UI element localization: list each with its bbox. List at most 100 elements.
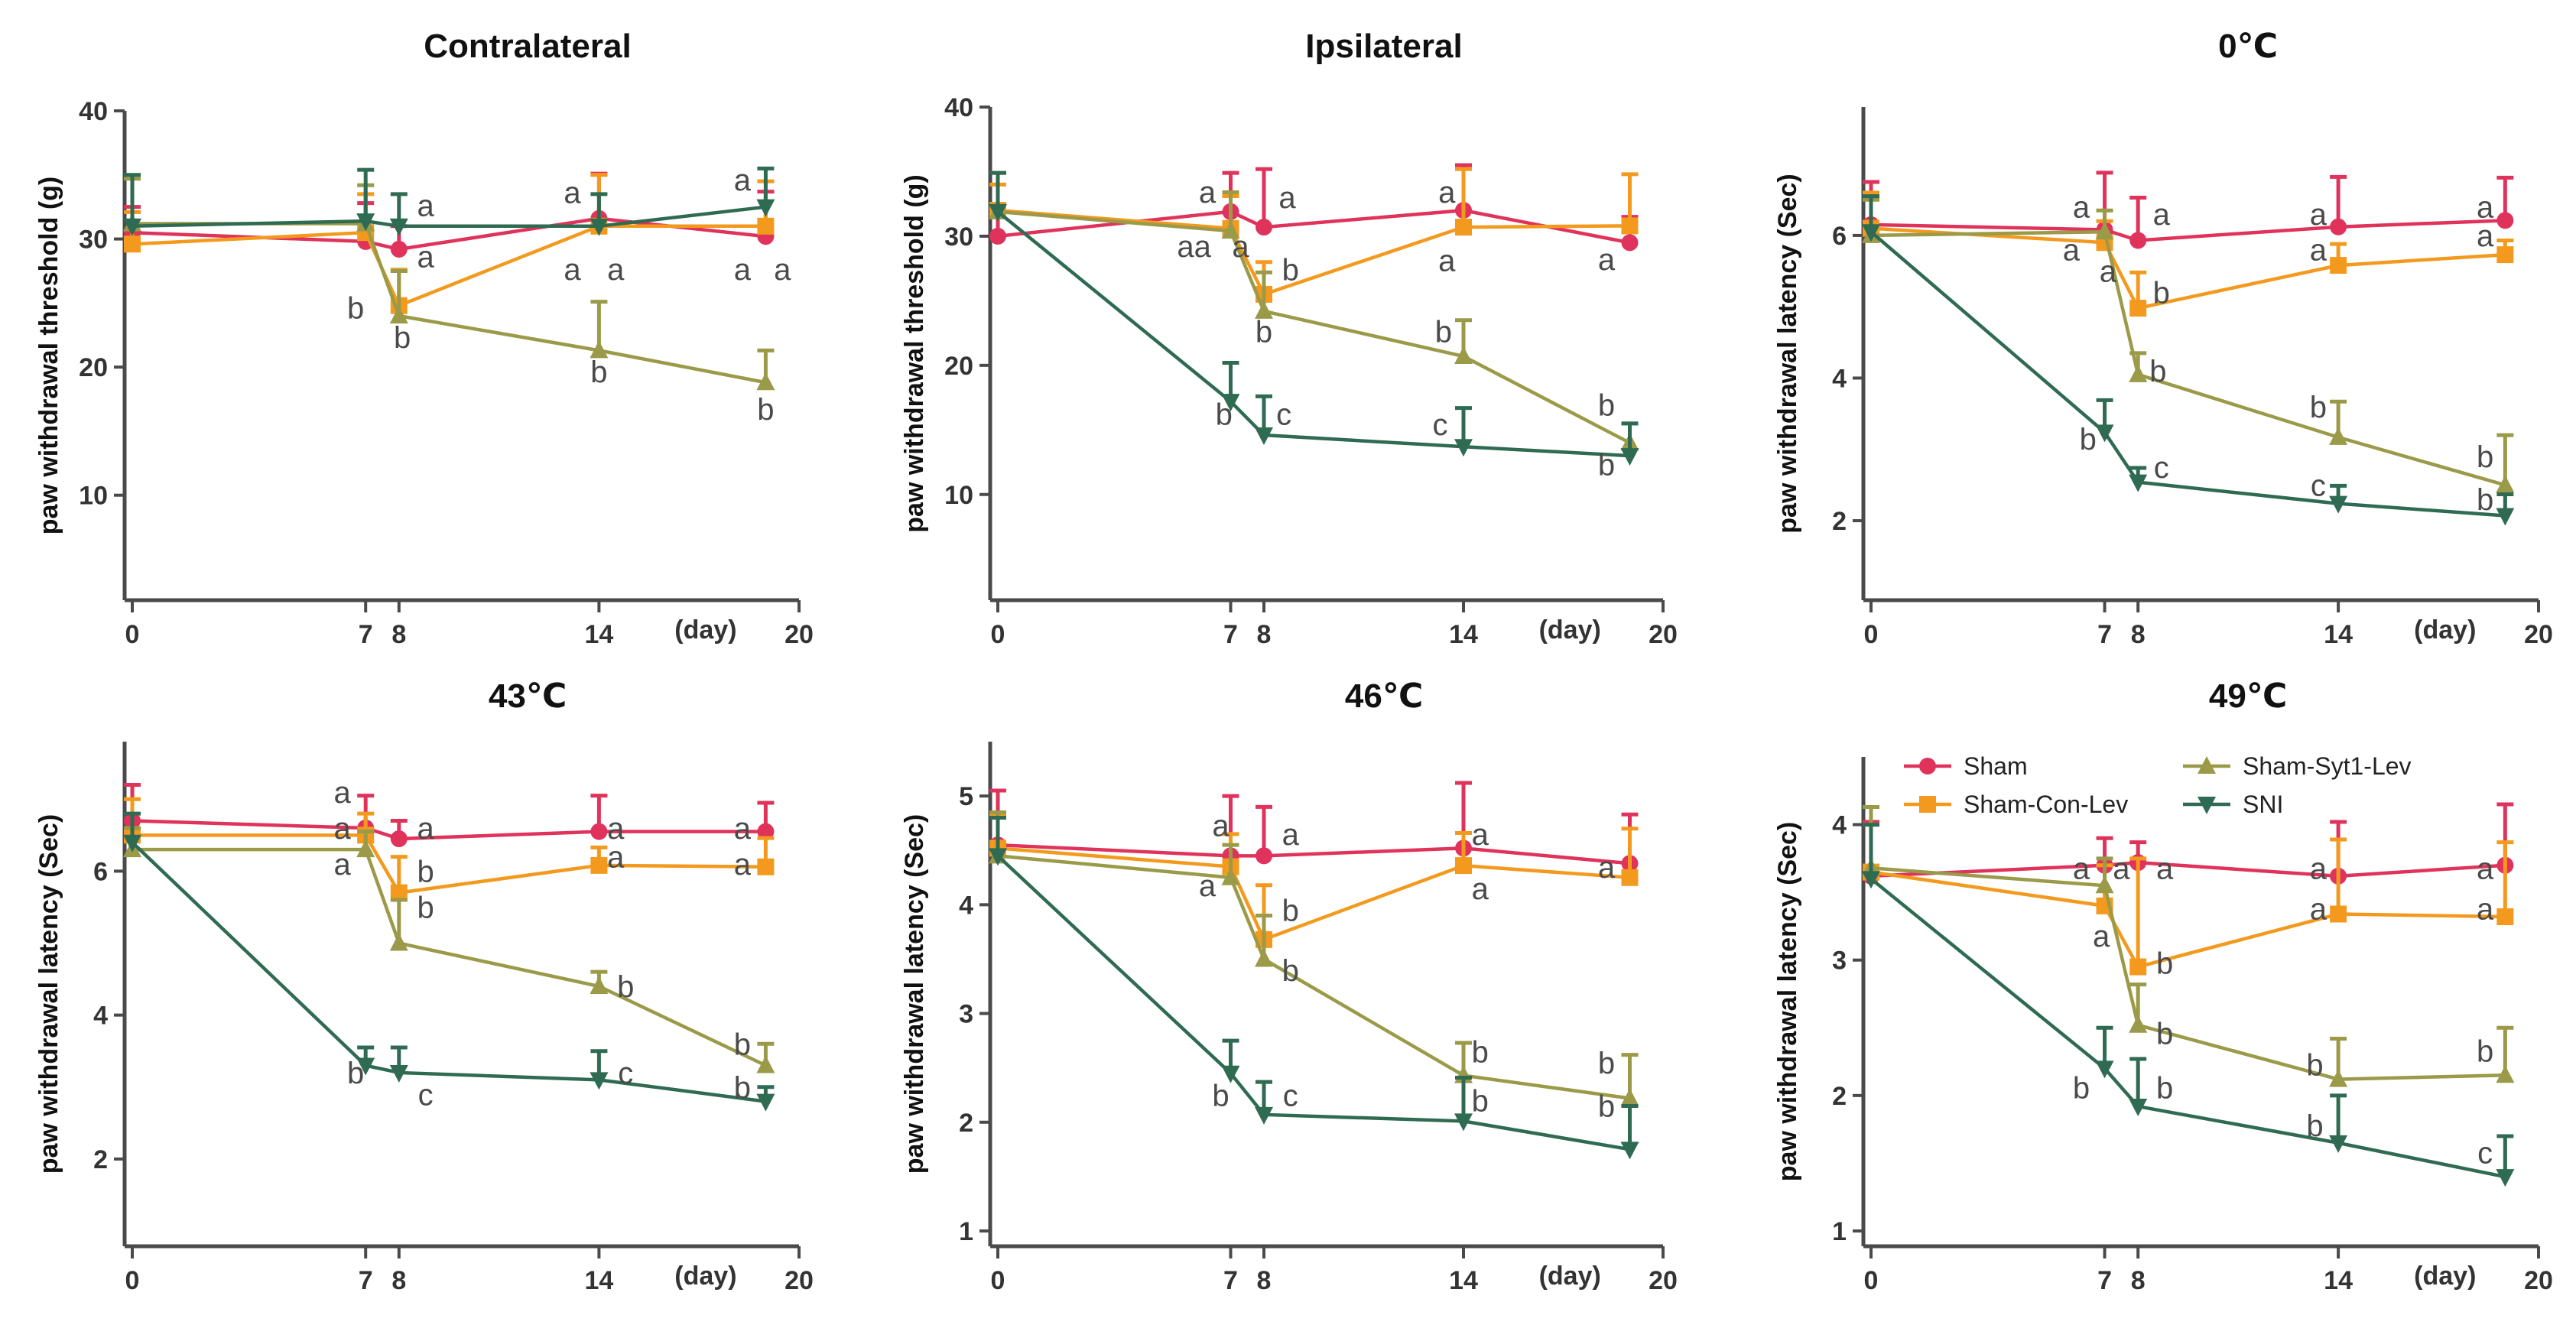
marker-sham-con-lev (390, 884, 408, 901)
x-axis-label: (day) (2414, 1262, 2476, 1291)
y-tick-label: 6 (1832, 222, 1847, 251)
marker-sni (2329, 495, 2348, 514)
y-tick-label: 30 (944, 222, 973, 252)
series-line (132, 224, 766, 308)
marker-sham-syt1-lev (389, 933, 408, 951)
marker-sni (1862, 871, 1880, 889)
significance-letter: b (2080, 423, 2097, 456)
significance-letter: a (334, 848, 352, 882)
chart-title: 46℃ (1345, 677, 1423, 715)
y-axis-label: paw withdrawal latency (Sec) (1773, 822, 1802, 1181)
marker-sham-syt1-lev (756, 372, 775, 391)
x-tick-label: 0 (125, 1266, 140, 1295)
significance-letter: c (618, 1057, 633, 1090)
series-line (132, 833, 766, 895)
significance-letter: b (2306, 1048, 2323, 1082)
marker-sham-syt1-lev (1620, 1088, 1639, 1106)
x-tick-label: 8 (1257, 620, 1272, 649)
marker-sham-syt1-lev (2198, 756, 2216, 774)
series-line (997, 846, 1630, 942)
significance-letter: b (617, 970, 634, 1004)
series-sham-syt1-lev (989, 170, 1639, 451)
marker-sham (1256, 847, 1272, 865)
y-tick-label: 6 (93, 857, 108, 886)
significance-letter: c (2477, 1136, 2493, 1170)
significance-letter: a (2100, 255, 2117, 289)
significance-letter: b (2477, 440, 2493, 474)
marker-sni (1454, 1113, 1473, 1132)
chart-title: Contralateral (424, 28, 631, 65)
significance-letter: a (607, 253, 625, 287)
significance-letter: b (1598, 448, 1615, 482)
chart-title: 49℃ (2209, 677, 2287, 715)
significance-letter: b (2149, 355, 2166, 388)
significance-letter: a (734, 164, 752, 197)
significance-letter: a (564, 177, 581, 210)
significance-letter: a (2310, 852, 2327, 885)
series-sni (1862, 194, 2515, 526)
y-tick-label: 20 (944, 352, 973, 381)
x-tick-label: 20 (784, 620, 814, 649)
x-tick-label: 20 (2524, 620, 2553, 649)
marker-sham-con-lev (124, 235, 141, 253)
marker-sni (2095, 424, 2114, 443)
significance-letter: a (2310, 198, 2327, 232)
marker-sham-syt1-lev (2496, 475, 2515, 493)
marker-sham (1919, 758, 1936, 775)
marker-sham-syt1-lev (590, 340, 609, 359)
marker-sni (1221, 1065, 1240, 1083)
series-line (1870, 870, 2506, 969)
significance-letter: a (1598, 243, 1616, 277)
x-axis-label: (day) (1539, 1262, 1601, 1291)
marker-sni (1454, 439, 1473, 457)
series-line (132, 847, 767, 1067)
series-sham-con-lev (1863, 190, 2514, 317)
x-tick-label: 8 (391, 1266, 406, 1295)
significance-letter: b (2156, 1071, 2173, 1105)
series-sham (1863, 802, 2514, 885)
significance-letter: b (417, 891, 434, 925)
legend-label: Sham-Con-Lev (1964, 791, 2128, 818)
legend-label: Sham (1964, 752, 2028, 780)
series-sni (123, 166, 775, 236)
marker-sni (756, 1093, 775, 1112)
significance-letter: a (2073, 191, 2090, 225)
marker-sham-syt1-lev (1454, 346, 1473, 365)
marker-sham-syt1-lev (2496, 1065, 2515, 1083)
marker-sham-syt1-lev (1255, 949, 1273, 967)
chart-43c: 43℃ 2 4 6 paw withdrawal latency (Sec) 0 7 8 14 2… (34, 677, 814, 1295)
x-tick-label: 7 (2097, 1266, 2112, 1295)
x-tick-label: 20 (784, 1266, 814, 1295)
marker-sni (2496, 1169, 2515, 1187)
significance-letter: a (734, 812, 752, 846)
significance-letter: b (1435, 315, 1452, 349)
x-tick-label: 0 (991, 620, 1005, 649)
significance-letter: b (757, 393, 774, 427)
significance-letter: a (774, 253, 791, 287)
marker-sham-con-lev (757, 858, 775, 875)
x-tick-label: 7 (2097, 620, 2112, 649)
marker-sham-syt1-lev (2095, 222, 2114, 240)
chart-title: 43℃ (489, 677, 567, 715)
marker-sni (2095, 1060, 2114, 1079)
y-tick-label: 4 (1832, 811, 1847, 840)
x-tick-label: 14 (1449, 1266, 1478, 1295)
y-axis-label: paw withdrawal threshold (g) (34, 177, 63, 534)
series-line (1870, 866, 2506, 1081)
x-tick-label: 14 (584, 1266, 613, 1295)
x-tick-label: 0 (1864, 1266, 1879, 1295)
series-sni (989, 170, 1639, 466)
significance-letter: a (1472, 872, 1489, 906)
y-tick-label: 10 (79, 482, 108, 511)
y-tick-label: 2 (959, 1109, 973, 1138)
marker-sni (2496, 508, 2515, 526)
marker-sham-con-lev (590, 856, 608, 874)
significance-letter: a (1282, 818, 1300, 852)
significance-letter: b (1598, 389, 1615, 423)
significance-letter: a (1199, 869, 1217, 903)
x-tick-label: 0 (125, 620, 140, 649)
significance-letter: b (2477, 483, 2493, 517)
series-line (1870, 219, 2506, 242)
significance-letter: b (734, 1071, 751, 1105)
